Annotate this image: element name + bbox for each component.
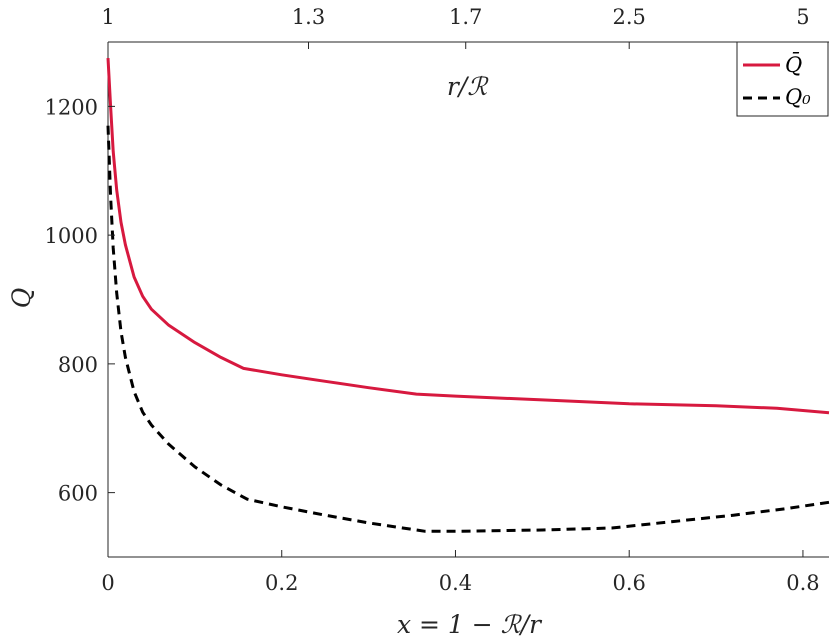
x-tick-label: 0.4 [439,571,472,595]
y-tick-label: 800 [58,353,98,377]
x-tick-label: 0.2 [265,571,298,595]
ticks: 0 0.2 0.4 0.6 0.8 600 800 1000 1200 1 1.3 1.7 2.5 5 [45,5,820,595]
y-tick-label: 600 [58,482,98,506]
top-tick-label: 1.3 [292,5,325,29]
top-tick-label: 2.5 [613,5,646,29]
y-tick-label: 1000 [45,224,98,248]
legend-label-q0: Q₀ [785,85,811,109]
legend: Q̄ Q₀ [736,41,829,117]
top-axis-label: r/ℛ [447,72,489,101]
series-line-q-bar [106,58,830,415]
series-line-q0 [106,125,830,533]
legend-box [736,41,829,117]
y-tick-label: 1200 [45,95,98,119]
legend-label-q-bar: Q̄ [785,52,802,77]
x-tick-label: 0.8 [786,571,819,595]
x-tick-label: 0.6 [613,571,646,595]
top-tick-label: 1 [101,5,114,29]
top-tick-label: 5 [796,5,809,29]
y-axis-label: Q [7,288,36,309]
plot-area [106,41,830,558]
top-tick-label: 1.7 [449,5,482,29]
x-axis-label: x = 1 − ℛ/r [397,610,543,639]
x-tick-label: 0 [101,571,114,595]
